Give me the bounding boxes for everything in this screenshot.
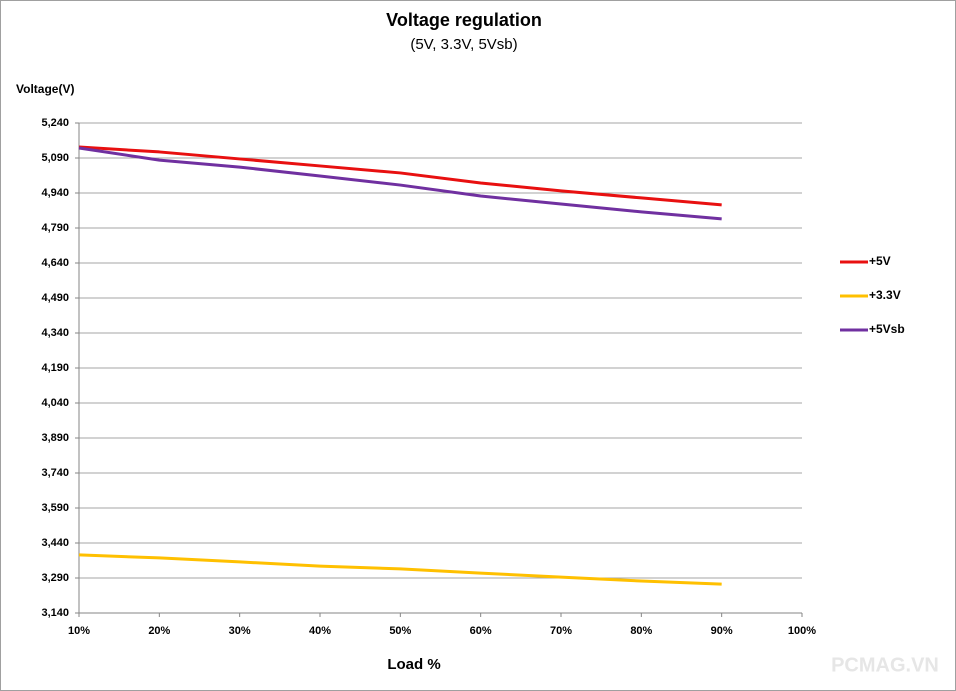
- y-tick-label: 3,140: [41, 607, 69, 619]
- y-tick-label: 4,190: [41, 362, 69, 374]
- y-tick-label: 4,790: [41, 222, 69, 234]
- x-tick-label: 70%: [550, 625, 572, 637]
- x-tick-label: 50%: [389, 625, 411, 637]
- y-tick-label: 3,290: [41, 572, 69, 584]
- x-tick-label: 90%: [711, 625, 733, 637]
- y-tick-label: 3,740: [41, 467, 69, 479]
- x-tick-label: 30%: [229, 625, 251, 637]
- y-tick-label: 4,940: [41, 187, 69, 199]
- y-tick-label: 3,890: [41, 432, 69, 444]
- legend-label: +5V: [869, 254, 891, 268]
- x-tick-label: 100%: [788, 625, 816, 637]
- legend-label: +5Vsb: [869, 322, 905, 336]
- y-tick-label: 4,340: [41, 327, 69, 339]
- series-line: [78, 146, 722, 221]
- watermark: PCMAG.VN: [831, 654, 939, 676]
- legend-label: +3.3V: [869, 288, 901, 302]
- x-tick-label: 40%: [309, 625, 331, 637]
- chart-subtitle: (5V, 3.3V, 5Vsb): [410, 36, 517, 53]
- x-tick-label: 10%: [68, 625, 90, 637]
- y-axis-label: Voltage(V): [16, 82, 74, 96]
- y-tick-label: 5,240: [41, 117, 69, 129]
- x-tick-label: 80%: [630, 625, 652, 637]
- y-tick-label: 4,490: [41, 292, 69, 304]
- chart-title: Voltage regulation: [386, 10, 542, 30]
- x-tick-label: 60%: [470, 625, 492, 637]
- x-tick-label: 20%: [148, 625, 170, 637]
- series-line: [78, 553, 722, 586]
- y-tick-label: 4,640: [41, 257, 69, 269]
- series-line: [78, 145, 722, 207]
- y-tick-label: 5,090: [41, 152, 69, 164]
- y-tick-label: 3,590: [41, 502, 69, 514]
- x-axis-label: Load %: [387, 656, 440, 673]
- y-tick-label: 4,040: [41, 397, 69, 409]
- y-tick-label: 3,440: [41, 537, 69, 549]
